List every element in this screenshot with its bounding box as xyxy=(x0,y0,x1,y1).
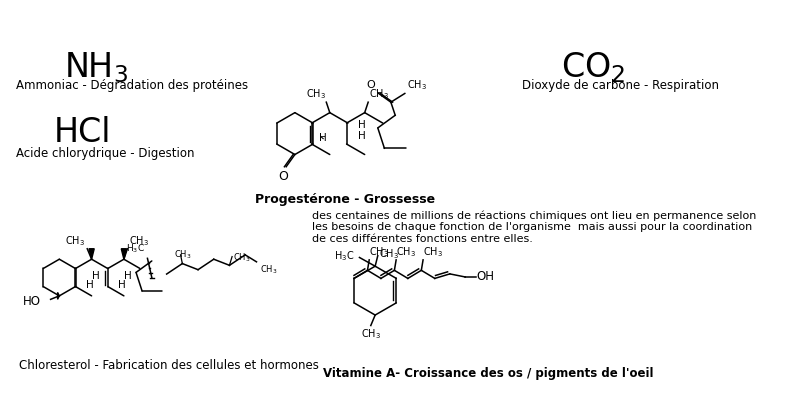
Text: CH$_3$: CH$_3$ xyxy=(65,234,85,248)
Text: HO: HO xyxy=(23,294,41,308)
Text: Acide chlorydrique - Digestion: Acide chlorydrique - Digestion xyxy=(16,147,194,160)
Text: CH$_3$: CH$_3$ xyxy=(174,248,191,261)
Polygon shape xyxy=(122,249,126,259)
Text: H: H xyxy=(358,131,366,141)
Text: CH$_3$: CH$_3$ xyxy=(129,234,149,248)
Text: Chloresterol - Fabrication des cellules et hormones: Chloresterol - Fabrication des cellules … xyxy=(19,359,319,372)
Text: CH$_3$: CH$_3$ xyxy=(233,251,250,264)
Text: CH$_3$: CH$_3$ xyxy=(423,245,443,259)
Text: Progestérone - Grossesse: Progestérone - Grossesse xyxy=(255,193,435,206)
Text: CH$_3$: CH$_3$ xyxy=(378,247,398,261)
Text: CH$_3$: CH$_3$ xyxy=(369,88,389,101)
Text: CO$_2$: CO$_2$ xyxy=(561,51,626,85)
Text: des centaines de millions de réactions chimiques ont lieu en permanence selon
le: des centaines de millions de réactions c… xyxy=(312,210,757,244)
Text: NH$_3$: NH$_3$ xyxy=(64,51,128,85)
Text: CH$_3$: CH$_3$ xyxy=(406,78,426,92)
Polygon shape xyxy=(89,249,94,259)
Text: OH: OH xyxy=(477,270,494,284)
Text: Vitamine A- Croissance des os / pigments de l'oeil: Vitamine A- Croissance des os / pigments… xyxy=(323,366,654,380)
Text: H: H xyxy=(86,280,94,290)
Text: CH$_3$: CH$_3$ xyxy=(370,245,390,259)
Text: HCl: HCl xyxy=(54,116,112,149)
Text: CH$_3$: CH$_3$ xyxy=(361,327,381,341)
Polygon shape xyxy=(58,292,59,299)
Text: H$_3$C: H$_3$C xyxy=(334,249,354,263)
Text: CH$_3$: CH$_3$ xyxy=(260,264,278,276)
Text: H: H xyxy=(319,133,326,143)
Text: CH$_3$: CH$_3$ xyxy=(306,88,326,101)
Text: Dioxyde de carbone - Respiration: Dioxyde de carbone - Respiration xyxy=(522,80,718,92)
Text: H: H xyxy=(124,270,132,280)
Text: H: H xyxy=(358,120,366,130)
Text: H: H xyxy=(118,280,126,290)
Text: H: H xyxy=(92,270,100,280)
Text: H$_3$C: H$_3$C xyxy=(126,242,145,255)
Text: O: O xyxy=(278,170,289,183)
Text: Ammoniac - Dégradation des protéines: Ammoniac - Dégradation des protéines xyxy=(16,80,248,92)
Text: O: O xyxy=(366,80,375,90)
Text: CH$_3$: CH$_3$ xyxy=(396,245,416,259)
